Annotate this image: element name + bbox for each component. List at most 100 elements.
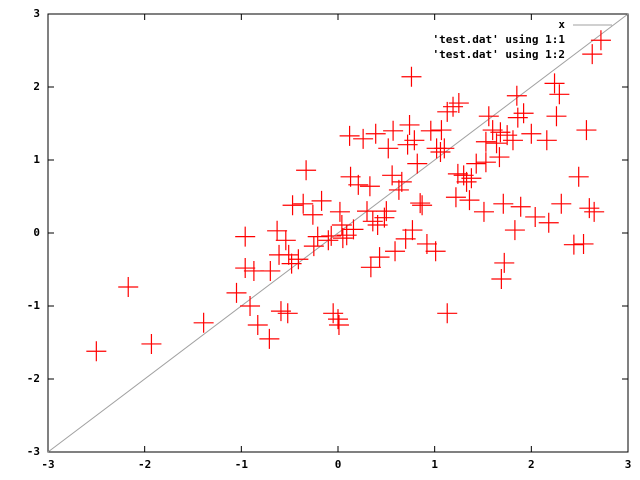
point bbox=[551, 193, 572, 214]
point bbox=[544, 73, 565, 94]
point bbox=[141, 333, 162, 354]
point bbox=[473, 201, 494, 222]
point bbox=[445, 187, 466, 208]
point bbox=[563, 234, 584, 255]
point bbox=[494, 252, 515, 273]
point bbox=[475, 131, 496, 152]
y-tick-label: -1 bbox=[27, 299, 41, 312]
point bbox=[434, 138, 455, 159]
point bbox=[302, 204, 323, 225]
point bbox=[260, 260, 281, 281]
point bbox=[332, 228, 353, 249]
point bbox=[475, 152, 496, 173]
point bbox=[348, 174, 369, 195]
point bbox=[502, 130, 523, 151]
point bbox=[402, 220, 423, 241]
point bbox=[568, 166, 589, 187]
point bbox=[318, 230, 339, 251]
point bbox=[525, 206, 546, 227]
point bbox=[546, 106, 567, 127]
point bbox=[507, 107, 528, 128]
point bbox=[362, 211, 383, 232]
point bbox=[430, 141, 451, 162]
point bbox=[307, 226, 328, 247]
point bbox=[378, 138, 399, 159]
point bbox=[383, 120, 404, 141]
y-tick-label: 2 bbox=[33, 80, 40, 93]
point bbox=[365, 123, 386, 144]
point bbox=[343, 219, 364, 240]
point bbox=[504, 220, 525, 241]
point bbox=[235, 226, 256, 247]
x-tick-label: 2 bbox=[528, 458, 535, 471]
point bbox=[513, 103, 534, 124]
point bbox=[278, 244, 299, 265]
point bbox=[247, 314, 268, 335]
legend-label: 'test.dat' using 1:2 bbox=[433, 48, 565, 61]
point bbox=[407, 153, 428, 174]
point bbox=[385, 241, 406, 262]
point bbox=[416, 233, 437, 254]
y-tick-label: -3 bbox=[27, 445, 40, 458]
point bbox=[447, 163, 468, 184]
y-tick-label: -2 bbox=[27, 372, 40, 385]
point bbox=[369, 247, 390, 268]
point bbox=[240, 296, 261, 316]
point bbox=[340, 166, 361, 187]
point bbox=[412, 195, 433, 216]
point bbox=[482, 120, 503, 141]
point bbox=[584, 201, 605, 222]
point bbox=[489, 147, 510, 168]
point bbox=[582, 44, 603, 65]
point bbox=[329, 201, 350, 222]
point bbox=[573, 233, 594, 254]
point bbox=[359, 176, 380, 197]
point bbox=[360, 257, 381, 278]
point bbox=[437, 303, 458, 324]
y-tick-label: 0 bbox=[33, 226, 40, 239]
point bbox=[259, 328, 280, 349]
point bbox=[497, 125, 518, 146]
point bbox=[579, 198, 600, 219]
point bbox=[328, 314, 349, 335]
legend-label: 'test.dat' using 1:1 bbox=[433, 33, 566, 46]
y-tick-label: 1 bbox=[33, 153, 40, 166]
point bbox=[267, 220, 288, 241]
point bbox=[339, 125, 360, 146]
point bbox=[431, 120, 452, 141]
point bbox=[118, 277, 139, 298]
point bbox=[536, 130, 557, 151]
point bbox=[549, 84, 570, 105]
point bbox=[466, 153, 487, 174]
point bbox=[456, 171, 477, 192]
point bbox=[353, 128, 374, 149]
point bbox=[311, 190, 332, 211]
x-tick-label: -2 bbox=[138, 458, 151, 471]
y-tick-label: 3 bbox=[33, 7, 40, 20]
x-tick-label: 0 bbox=[335, 458, 342, 471]
point bbox=[303, 236, 324, 257]
point bbox=[590, 30, 611, 51]
point bbox=[235, 258, 256, 279]
x-tick-label: -3 bbox=[41, 458, 54, 471]
point bbox=[275, 230, 296, 251]
point bbox=[506, 85, 527, 106]
point bbox=[493, 193, 514, 214]
point bbox=[388, 179, 409, 200]
point bbox=[401, 66, 422, 87]
point bbox=[459, 190, 480, 211]
point bbox=[288, 249, 309, 270]
point bbox=[391, 171, 412, 192]
point bbox=[296, 160, 317, 181]
point bbox=[357, 201, 377, 222]
point bbox=[461, 168, 482, 189]
point bbox=[420, 120, 441, 141]
point bbox=[576, 120, 597, 141]
point bbox=[478, 106, 499, 127]
point bbox=[277, 303, 298, 324]
point bbox=[437, 101, 458, 122]
point bbox=[404, 130, 425, 151]
point bbox=[86, 341, 107, 362]
point bbox=[328, 309, 348, 330]
